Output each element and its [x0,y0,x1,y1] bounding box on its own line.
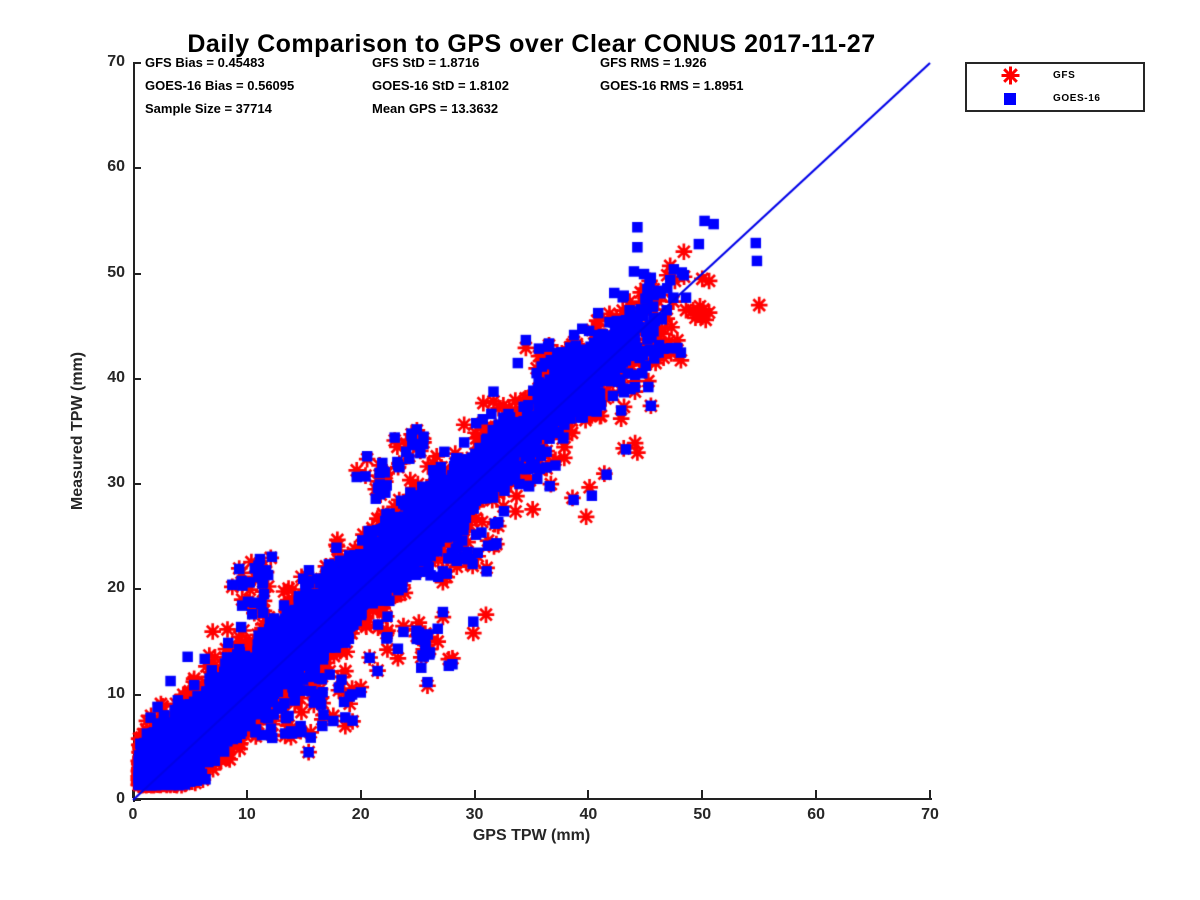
x-tick-label: 40 [579,806,598,823]
y-axis-label: Measured TPW (mm) [69,351,86,511]
x-tick-label: 0 [128,806,138,823]
y-tick-label: 50 [107,263,125,281]
x-tick-label: 10 [237,806,256,823]
x-tick-label: 20 [351,806,370,823]
stat-goes-bias: GOES-16 Bias = 0.56095 [145,78,295,93]
legend-entry-goes16: GOES-16 [967,87,1143,110]
y-tick-label: 60 [107,158,125,176]
x-tick-label: 50 [693,806,712,823]
y-tick-label: 0 [116,790,125,807]
scatter-plot-canvas [123,53,940,810]
stat-gfs-rms: GFS RMS = 1.926 [600,55,707,70]
legend-box: GFS GOES-16 [965,62,1145,112]
y-tick-label: 40 [107,368,125,386]
y-tick-label: 70 [107,53,125,70]
stat-goes-std: GOES-16 StD = 1.8102 [372,78,509,93]
stat-sample-size: Sample Size = 37714 [145,101,272,116]
gfs-asterisk-icon [967,65,1053,86]
legend-entry-gfs: GFS [967,64,1143,87]
stat-goes-rms: GOES-16 RMS = 1.8951 [600,78,744,93]
x-axis-label: GPS TPW (mm) [472,827,591,844]
stat-gfs-bias: GFS Bias = 0.45483 [145,55,265,70]
x-tick-label: 70 [921,806,939,823]
stat-mean-gps: Mean GPS = 13.3632 [372,101,499,116]
y-tick-label: 30 [107,474,125,492]
legend-label-goes16: GOES-16 [1053,93,1101,104]
chart-title: Daily Comparison to GPS over Clear CONUS… [187,30,876,58]
stat-gfs-std: GFS StD = 1.8716 [372,55,480,70]
x-tick-label: 60 [807,806,826,823]
x-tick-label: 30 [465,806,484,823]
legend-label-gfs: GFS [1053,70,1076,81]
goes16-square-icon [967,92,1053,105]
y-tick-label: 20 [107,579,125,597]
y-tick-label: 10 [107,684,125,702]
